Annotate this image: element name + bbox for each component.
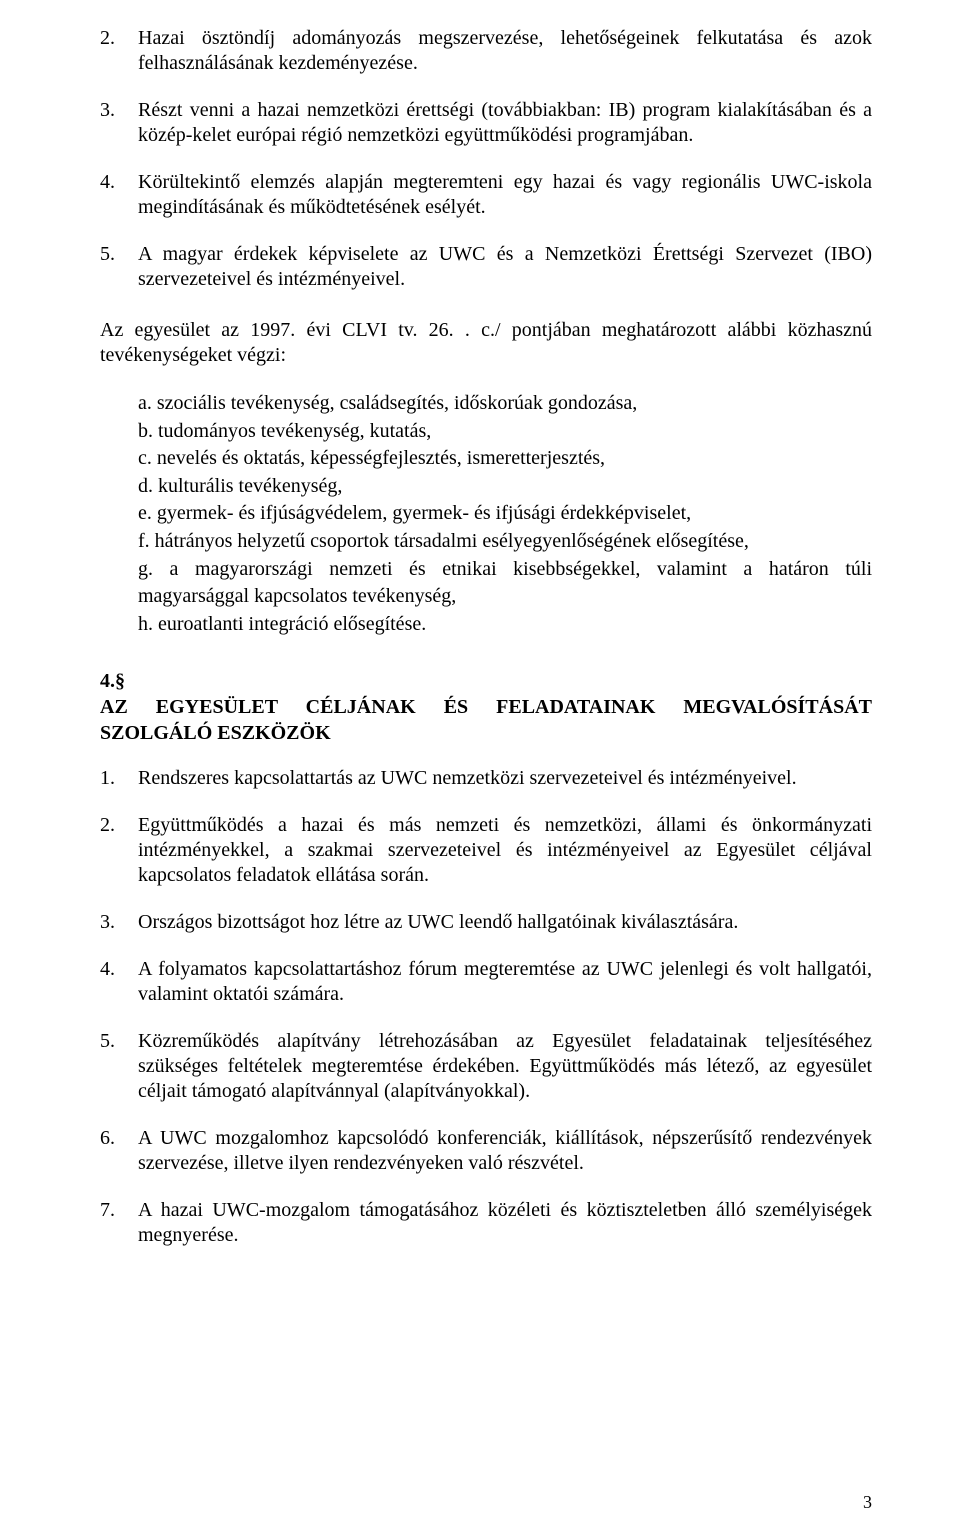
item-text: Részt venni a hazai nemzetközi érettségi… [138, 98, 872, 148]
item-number: 3. [100, 910, 138, 935]
page-number: 3 [863, 1492, 872, 1513]
list-item: 1. Rendszeres kapcsolattartás az UWC nem… [100, 766, 872, 791]
item-number: 7. [100, 1198, 138, 1248]
item-text: A magyar érdekek képviselete az UWC és a… [138, 242, 872, 292]
list-item: 3. Részt venni a hazai nemzetközi éretts… [100, 98, 872, 148]
list-item: 4. A folyamatos kapcsolattartáshoz fórum… [100, 957, 872, 1007]
list-item: e. gyermek- és ifjúságvédelem, gyermek- … [138, 500, 872, 528]
list-item: g. a magyarországi nemzeti és etnikai ki… [138, 556, 872, 611]
item-number: 2. [100, 813, 138, 888]
item-number: 1. [100, 766, 138, 791]
document-page: 2. Hazai ösztöndíj adományozás megszerve… [0, 0, 960, 1537]
item-text: Együttműködés a hazai és más nemzeti és … [138, 813, 872, 888]
section-title: AZ EGYESÜLET CÉLJÁNAK ÉS FELADATAINAK ME… [100, 696, 872, 744]
section-heading: 4.§ AZ EGYESÜLET CÉLJÁNAK ÉS FELADATAINA… [100, 668, 872, 746]
item-number: 5. [100, 1029, 138, 1104]
lettered-list: a. szociális tevékenység, családsegítés,… [138, 390, 872, 638]
list-item: 2. Hazai ösztöndíj adományozás megszerve… [100, 26, 872, 76]
item-text: Rendszeres kapcsolattartás az UWC nemzet… [138, 766, 872, 791]
item-text: A UWC mozgalomhoz kapcsolódó konferenciá… [138, 1126, 872, 1176]
list-item: a. szociális tevékenység, családsegítés,… [138, 390, 872, 418]
item-number: 4. [100, 170, 138, 220]
item-number: 3. [100, 98, 138, 148]
item-text: A folyamatos kapcsolattartáshoz fórum me… [138, 957, 872, 1007]
list-item: 2. Együttműködés a hazai és más nemzeti … [100, 813, 872, 888]
list-item: 6. A UWC mozgalomhoz kapcsolódó konferen… [100, 1126, 872, 1176]
list-item: d. kulturális tevékenység, [138, 473, 872, 501]
item-text: A hazai UWC-mozgalom támogatásához közél… [138, 1198, 872, 1248]
item-text: Hazai ösztöndíj adományozás megszervezés… [138, 26, 872, 76]
list-item: b. tudományos tevékenység, kutatás, [138, 418, 872, 446]
list-item: h. euroatlanti integráció elősegítése. [138, 611, 872, 639]
list-item: 5. Közreműködés alapítvány létrehozásába… [100, 1029, 872, 1104]
list-item: c. nevelés és oktatás, képességfejleszté… [138, 445, 872, 473]
intro-paragraph: Az egyesület az 1997. évi CLVI tv. 26. .… [100, 318, 872, 368]
list-item: 3. Országos bizottságot hoz létre az UWC… [100, 910, 872, 935]
item-number: 4. [100, 957, 138, 1007]
item-number: 2. [100, 26, 138, 76]
list-item: 7. A hazai UWC-mozgalom támogatásához kö… [100, 1198, 872, 1248]
list-item: 4. Körültekintő elemzés alapján megterem… [100, 170, 872, 220]
item-number: 6. [100, 1126, 138, 1176]
list-item: f. hátrányos helyzetű csoportok társadal… [138, 528, 872, 556]
item-text: Közreműködés alapítvány létrehozásában a… [138, 1029, 872, 1104]
item-text: Országos bizottságot hoz létre az UWC le… [138, 910, 872, 935]
item-text: Körültekintő elemzés alapján megteremten… [138, 170, 872, 220]
item-number: 5. [100, 242, 138, 292]
section-number: 4.§ [100, 668, 872, 694]
list-item: 5. A magyar érdekek képviselete az UWC é… [100, 242, 872, 292]
